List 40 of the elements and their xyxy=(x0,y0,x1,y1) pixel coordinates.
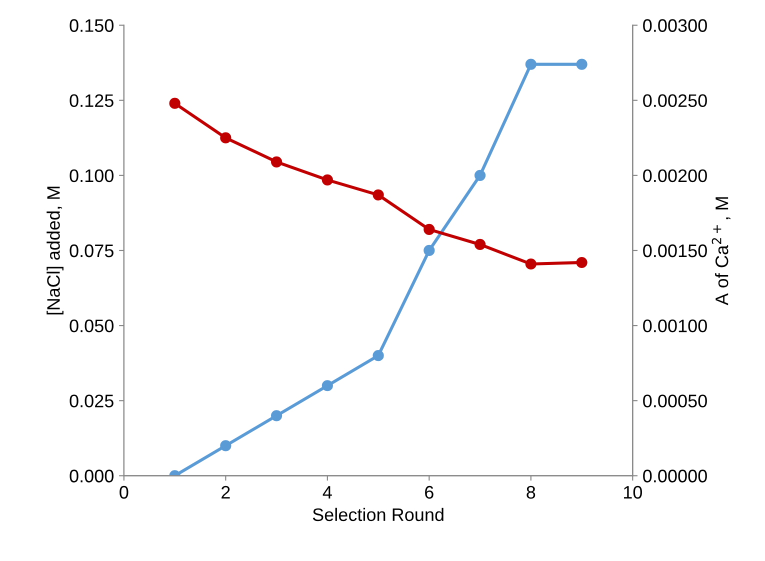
x-tick-label: 0 xyxy=(120,486,128,499)
point xyxy=(372,350,384,362)
y2-tick-label: 0.00000 xyxy=(643,470,707,482)
y-tick-label: 0.150 xyxy=(70,19,114,32)
point xyxy=(474,170,486,181)
point xyxy=(576,58,588,70)
y-axis-title: [NaCl] added, M xyxy=(46,186,64,314)
x-tick-label: 10 xyxy=(624,486,642,499)
y-tick-label: 0.025 xyxy=(70,394,114,408)
point xyxy=(270,410,282,422)
y2-tick-label: 0.00250 xyxy=(643,94,707,108)
point xyxy=(322,380,333,392)
y2-axis-title: A of Ca$^{2+}$, M xyxy=(712,197,730,306)
x-tick-label: 2 xyxy=(222,486,230,499)
x-tick-label: 4 xyxy=(322,486,332,499)
point xyxy=(270,156,282,168)
y-tick-label: 0.050 xyxy=(70,320,114,332)
x-tick-label: 8 xyxy=(526,486,536,499)
y-tick-label: 0.125 xyxy=(70,94,114,108)
y2-tick-label: 0.00050 xyxy=(643,394,707,408)
x-tick-label: 6 xyxy=(425,486,434,499)
y2-tick-label: 0.00200 xyxy=(643,169,707,182)
point xyxy=(169,98,180,109)
point xyxy=(220,132,232,144)
point xyxy=(220,440,232,452)
point xyxy=(322,174,333,186)
y2-tick-label: 0.00100 xyxy=(643,320,707,332)
x-axis-title: Selection Round xyxy=(312,508,444,522)
point xyxy=(525,258,536,270)
y-tick-label: 0.100 xyxy=(70,169,114,182)
y2-tick-label: 0.00150 xyxy=(643,244,707,258)
y-tick-label: 0.000 xyxy=(70,470,114,482)
point xyxy=(525,58,536,70)
point xyxy=(424,224,435,236)
point xyxy=(372,189,384,200)
point xyxy=(424,244,435,256)
y2-tick-label: 0.00300 xyxy=(643,19,707,32)
y-tick-label: 0.075 xyxy=(70,244,114,258)
point xyxy=(576,256,588,268)
point xyxy=(474,238,486,250)
